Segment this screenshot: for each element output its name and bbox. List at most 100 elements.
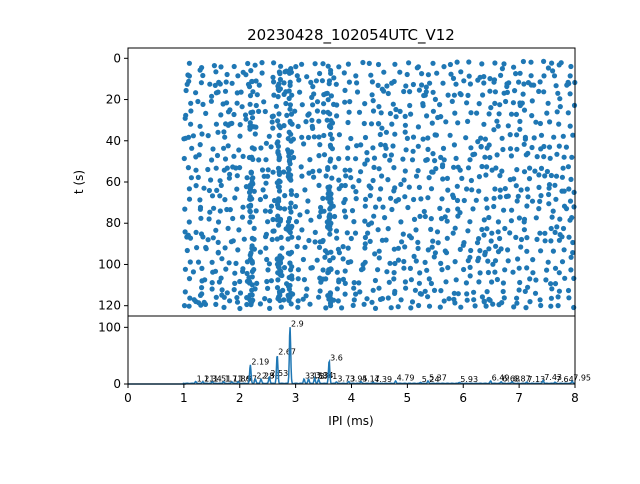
raster-point [521, 219, 527, 225]
raster-point [197, 123, 203, 129]
raster-point [517, 118, 523, 124]
raster-point [356, 280, 362, 286]
raster-point [221, 145, 227, 151]
raster-point [507, 230, 513, 236]
raster-point [288, 290, 294, 296]
raster-point [515, 193, 521, 199]
raster-point [451, 290, 457, 296]
raster-point [372, 305, 379, 311]
raster-point [244, 301, 250, 308]
raster-point [321, 152, 328, 158]
raster-point [240, 153, 246, 159]
peak-label: 3.15 [305, 372, 323, 381]
raster-point [410, 134, 417, 140]
raster-point [305, 134, 312, 141]
peak-label: 7.64 [556, 375, 574, 384]
raster-point [415, 143, 421, 149]
raster-point [327, 257, 333, 264]
raster-point [366, 222, 372, 228]
raster-point [222, 197, 228, 203]
peak-label: 3.34 [316, 371, 334, 380]
raster-point [343, 173, 349, 179]
raster-point [354, 89, 361, 95]
raster-point [342, 167, 348, 173]
raster-point [466, 73, 472, 79]
raster-point [461, 78, 467, 84]
raster-point [332, 164, 338, 170]
raster-point [253, 78, 259, 84]
raster-point [417, 270, 423, 276]
raster-point [369, 299, 375, 305]
raster-point [225, 143, 231, 149]
raster-point [342, 291, 348, 297]
raster-point [392, 61, 398, 67]
raster-point [509, 207, 515, 213]
raster-point [381, 69, 387, 75]
raster-point [267, 208, 273, 214]
raster-point [384, 83, 390, 89]
raster-point [554, 109, 560, 115]
raster-point [377, 296, 384, 302]
raster-point [552, 229, 558, 235]
raster-point [208, 177, 214, 183]
raster-point [415, 124, 421, 130]
raster-point [194, 245, 200, 251]
raster-point [364, 296, 370, 302]
raster-point [224, 71, 230, 78]
raster-point [268, 144, 274, 150]
raster-point [521, 169, 528, 175]
raster-point [302, 187, 308, 193]
raster-point [516, 265, 522, 271]
raster-point [487, 88, 493, 94]
raster-point [288, 191, 295, 197]
raster-point [282, 193, 288, 199]
raster-point [486, 142, 492, 148]
raster-point [537, 198, 543, 204]
raster-point [553, 173, 560, 179]
peak-label: 1.86 [233, 374, 251, 383]
raster-point [408, 111, 414, 117]
raster-point [480, 92, 486, 98]
raster-point [499, 168, 505, 174]
raster-point [261, 99, 267, 105]
raster-point [534, 236, 540, 242]
raster-point [452, 259, 458, 265]
raster-point [496, 111, 502, 117]
raster-point [218, 112, 224, 118]
raster-point [265, 267, 271, 273]
raster-point [284, 112, 290, 118]
raster-point [388, 195, 394, 201]
raster-point [458, 69, 464, 75]
raster-point [445, 187, 451, 193]
raster-point [345, 61, 351, 67]
raster-point [327, 131, 333, 137]
raster-point [300, 256, 306, 263]
raster-point [387, 110, 393, 117]
raster-point [368, 185, 374, 191]
raster-point [571, 275, 577, 281]
raster-point [274, 256, 280, 262]
raster-point [309, 265, 315, 271]
raster-point [371, 213, 377, 219]
raster-point [465, 118, 471, 124]
raster-point [402, 194, 408, 200]
raster-point [406, 60, 412, 66]
raster-point [186, 303, 192, 309]
raster-point [206, 187, 212, 194]
peak-label: 1.21 [197, 374, 215, 383]
raster-point [210, 235, 216, 241]
raster-point [250, 109, 256, 115]
raster-point [517, 70, 523, 76]
raster-point [400, 231, 406, 237]
raster-point [500, 146, 506, 153]
raster-point [425, 146, 431, 152]
histogram-x-tick-label: 7 [515, 391, 523, 405]
raster-point [380, 204, 386, 210]
raster-point [453, 155, 459, 161]
raster-point [488, 105, 494, 111]
raster-point [457, 210, 463, 216]
raster-point [441, 64, 447, 70]
raster-point [439, 267, 445, 273]
raster-point [407, 265, 413, 271]
raster-point [224, 100, 230, 106]
